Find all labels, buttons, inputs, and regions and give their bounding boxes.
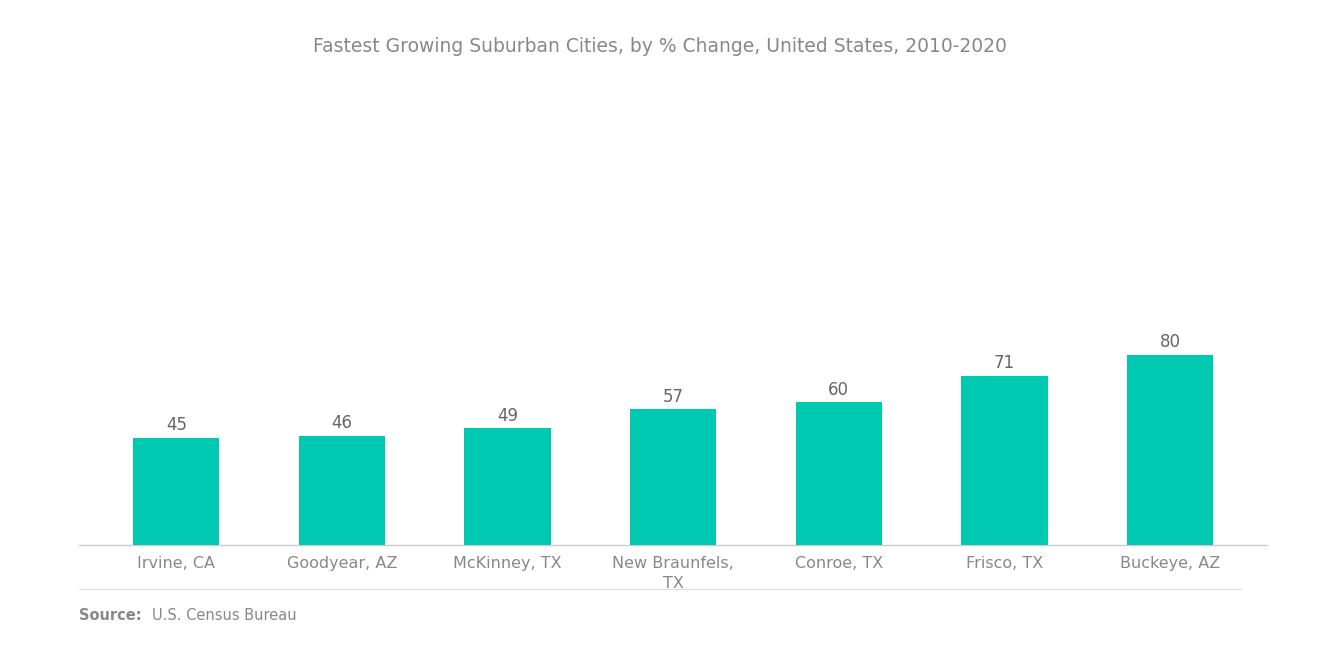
Text: 46: 46 xyxy=(331,414,352,432)
Text: Source:: Source: xyxy=(79,608,141,622)
Text: 71: 71 xyxy=(994,354,1015,372)
Bar xyxy=(133,438,219,545)
Text: 80: 80 xyxy=(1160,333,1180,351)
Text: U.S. Census Bureau: U.S. Census Bureau xyxy=(152,608,297,622)
Bar xyxy=(796,402,882,545)
Text: 45: 45 xyxy=(166,416,186,434)
Bar xyxy=(1127,354,1213,545)
Text: 57: 57 xyxy=(663,388,684,406)
Bar xyxy=(298,436,385,545)
Bar xyxy=(630,410,717,545)
Bar xyxy=(961,376,1048,545)
Text: Fastest Growing Suburban Cities, by % Change, United States, 2010-2020: Fastest Growing Suburban Cities, by % Ch… xyxy=(313,37,1007,56)
Text: 60: 60 xyxy=(829,380,849,398)
Text: 49: 49 xyxy=(498,407,517,425)
Bar xyxy=(465,428,550,545)
